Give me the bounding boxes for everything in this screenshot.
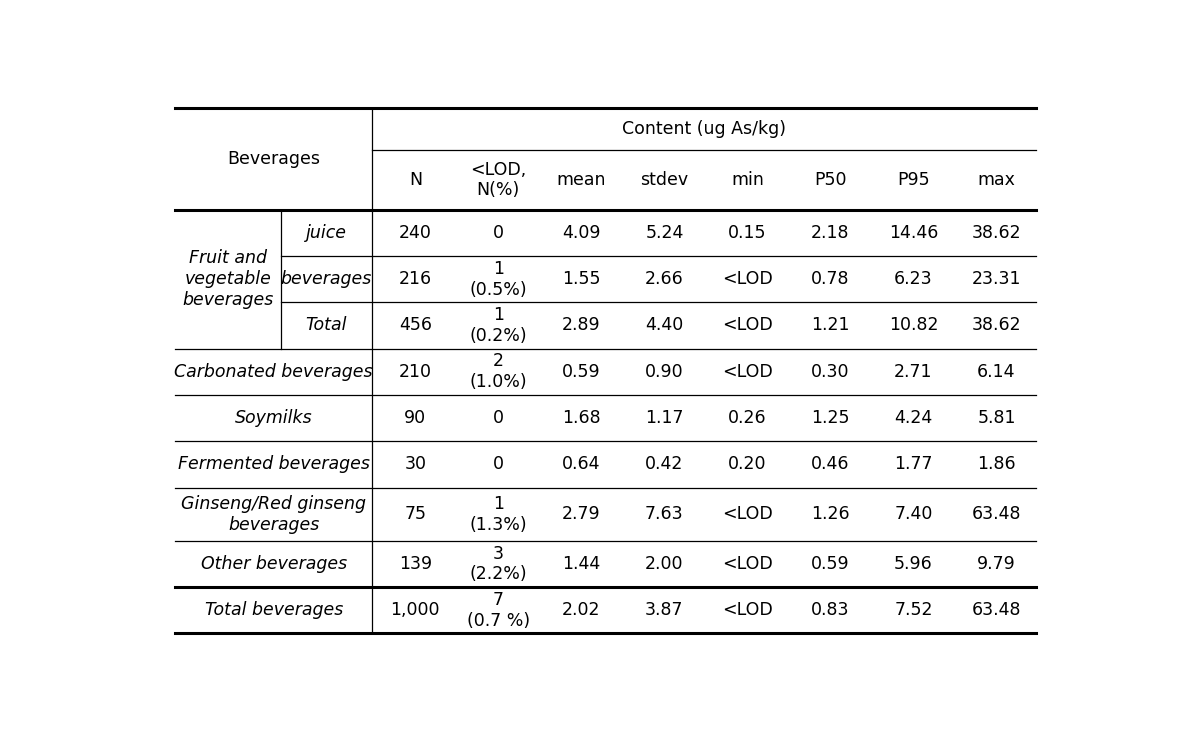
Text: <LOD,
N(%): <LOD, N(%) xyxy=(470,161,526,200)
Text: 7.63: 7.63 xyxy=(645,505,683,523)
Text: 0.42: 0.42 xyxy=(645,456,683,473)
Text: 0.59: 0.59 xyxy=(563,363,600,381)
Text: 0.46: 0.46 xyxy=(811,456,850,473)
Text: 14.46: 14.46 xyxy=(889,224,939,241)
Text: <LOD: <LOD xyxy=(722,505,773,523)
Text: 1.21: 1.21 xyxy=(811,316,850,335)
Text: 1.44: 1.44 xyxy=(563,555,600,573)
Text: 210: 210 xyxy=(398,363,431,381)
Text: 9.79: 9.79 xyxy=(978,555,1015,573)
Text: 1.17: 1.17 xyxy=(645,409,683,427)
Text: 5.96: 5.96 xyxy=(894,555,933,573)
Text: 0.83: 0.83 xyxy=(811,601,850,619)
Text: 0.64: 0.64 xyxy=(563,456,600,473)
Text: beverages: beverages xyxy=(281,270,372,288)
Text: 1,000: 1,000 xyxy=(390,601,440,619)
Text: <LOD: <LOD xyxy=(722,363,773,381)
Text: Total: Total xyxy=(306,316,348,335)
Text: 4.40: 4.40 xyxy=(645,316,683,335)
Text: 1
(0.5%): 1 (0.5%) xyxy=(469,260,527,299)
Text: 63.48: 63.48 xyxy=(972,505,1021,523)
Text: 0: 0 xyxy=(493,456,504,473)
Text: 0.30: 0.30 xyxy=(811,363,850,381)
Text: mean: mean xyxy=(557,171,606,189)
Text: 4.09: 4.09 xyxy=(563,224,600,241)
Text: Total beverages: Total beverages xyxy=(204,601,343,619)
Text: N: N xyxy=(409,171,422,189)
Text: 63.48: 63.48 xyxy=(972,601,1021,619)
Text: 38.62: 38.62 xyxy=(972,316,1021,335)
Text: 2.00: 2.00 xyxy=(645,555,683,573)
Text: 240: 240 xyxy=(398,224,431,241)
Text: Fermented beverages: Fermented beverages xyxy=(177,456,370,473)
Text: 0.26: 0.26 xyxy=(728,409,767,427)
Text: 5.24: 5.24 xyxy=(645,224,683,241)
Text: 139: 139 xyxy=(398,555,431,573)
Text: 23.31: 23.31 xyxy=(972,270,1021,288)
Text: 6.23: 6.23 xyxy=(894,270,933,288)
Text: Fruit and
vegetable
beverages: Fruit and vegetable beverages xyxy=(182,250,273,309)
Text: 2
(1.0%): 2 (1.0%) xyxy=(469,352,527,391)
Text: <LOD: <LOD xyxy=(722,316,773,335)
Text: 7.52: 7.52 xyxy=(895,601,933,619)
Text: <LOD: <LOD xyxy=(722,270,773,288)
Text: 0.59: 0.59 xyxy=(811,555,850,573)
Text: 3.87: 3.87 xyxy=(645,601,683,619)
Text: 1
(0.2%): 1 (0.2%) xyxy=(469,306,527,345)
Text: 2.18: 2.18 xyxy=(811,224,850,241)
Text: 216: 216 xyxy=(398,270,431,288)
Text: 6.14: 6.14 xyxy=(978,363,1015,381)
Text: Ginseng/Red ginseng
beverages: Ginseng/Red ginseng beverages xyxy=(181,495,366,534)
Text: 75: 75 xyxy=(404,505,427,523)
Text: Other beverages: Other beverages xyxy=(201,555,346,573)
Text: 1.68: 1.68 xyxy=(563,409,600,427)
Text: <LOD: <LOD xyxy=(722,555,773,573)
Text: 456: 456 xyxy=(398,316,431,335)
Text: 1.25: 1.25 xyxy=(811,409,850,427)
Text: 2.66: 2.66 xyxy=(645,270,683,288)
Text: P95: P95 xyxy=(897,171,930,189)
Text: 0.90: 0.90 xyxy=(645,363,683,381)
Text: max: max xyxy=(978,171,1015,189)
Text: 4.24: 4.24 xyxy=(895,409,933,427)
Text: 0: 0 xyxy=(493,409,504,427)
Text: 0.15: 0.15 xyxy=(728,224,767,241)
Text: Content (ug As/kg): Content (ug As/kg) xyxy=(622,120,786,138)
Text: 0: 0 xyxy=(493,224,504,241)
Text: 90: 90 xyxy=(404,409,427,427)
Text: 2.79: 2.79 xyxy=(563,505,600,523)
Text: 5.81: 5.81 xyxy=(978,409,1015,427)
Text: 2.02: 2.02 xyxy=(563,601,600,619)
Text: 1.55: 1.55 xyxy=(563,270,600,288)
Text: 30: 30 xyxy=(404,456,427,473)
Text: Soymilks: Soymilks xyxy=(235,409,312,427)
Text: stdev: stdev xyxy=(641,171,688,189)
Text: 0.20: 0.20 xyxy=(728,456,767,473)
Text: 7.40: 7.40 xyxy=(895,505,933,523)
Text: Carbonated beverages: Carbonated beverages xyxy=(175,363,374,381)
Text: 3
(2.2%): 3 (2.2%) xyxy=(469,545,527,584)
Text: <LOD: <LOD xyxy=(722,601,773,619)
Text: 1
(1.3%): 1 (1.3%) xyxy=(469,495,527,534)
Text: 38.62: 38.62 xyxy=(972,224,1021,241)
Text: 1.26: 1.26 xyxy=(811,505,850,523)
Text: P50: P50 xyxy=(814,171,846,189)
Text: 0.78: 0.78 xyxy=(811,270,850,288)
Text: min: min xyxy=(730,171,764,189)
Text: juice: juice xyxy=(306,224,346,241)
Text: 2.89: 2.89 xyxy=(563,316,600,335)
Text: 10.82: 10.82 xyxy=(889,316,939,335)
Text: 1.77: 1.77 xyxy=(895,456,933,473)
Text: 2.71: 2.71 xyxy=(895,363,933,381)
Text: 1.86: 1.86 xyxy=(978,456,1015,473)
Text: Beverages: Beverages xyxy=(227,150,320,168)
Text: 7
(0.7 %): 7 (0.7 %) xyxy=(467,591,530,630)
